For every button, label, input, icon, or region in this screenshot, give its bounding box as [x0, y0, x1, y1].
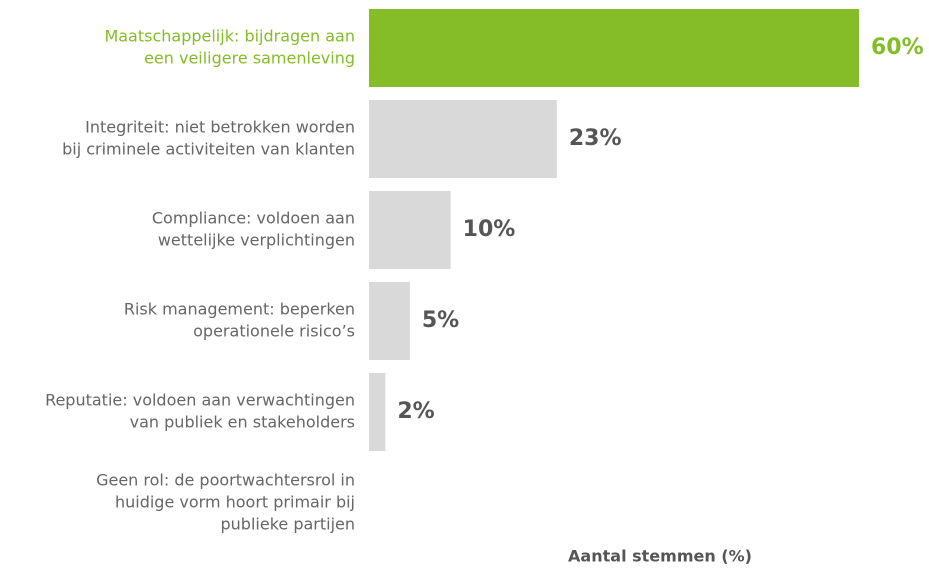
value-label: 2%	[397, 399, 434, 424]
category-label: Integriteit: niet betrokken worden	[85, 118, 355, 137]
bar	[369, 282, 410, 360]
bar	[369, 191, 451, 269]
category-label: huidige vorm hoort primair bij	[115, 493, 355, 512]
bar	[369, 373, 386, 451]
value-label: 60%	[871, 35, 924, 60]
value-label: 5%	[422, 308, 459, 333]
value-label: 23%	[569, 126, 622, 151]
x-axis-label: Aantal stemmen (%)	[568, 547, 752, 566]
category-label: wettelijke verplichtingen	[158, 231, 355, 250]
category-label: Maatschappelijk: bijdragen aan	[104, 27, 355, 46]
value-label: 10%	[463, 217, 516, 242]
category-label: bij criminele activiteiten van klanten	[62, 140, 355, 159]
category-label: Reputatie: voldoen aan verwachtingen	[45, 391, 355, 410]
bar	[369, 9, 859, 87]
category-label: Geen rol: de poortwachtersrol in	[96, 471, 355, 490]
category-label: Compliance: voldoen aan	[152, 209, 355, 228]
category-label: Risk management: beperken	[124, 300, 355, 319]
category-label: operationele risico’s	[193, 322, 355, 341]
category-label: een veiligere samenleving	[144, 49, 355, 68]
category-label: publieke partijen	[221, 515, 356, 534]
category-label: van publiek en stakeholders	[130, 413, 355, 432]
bar	[369, 100, 557, 178]
